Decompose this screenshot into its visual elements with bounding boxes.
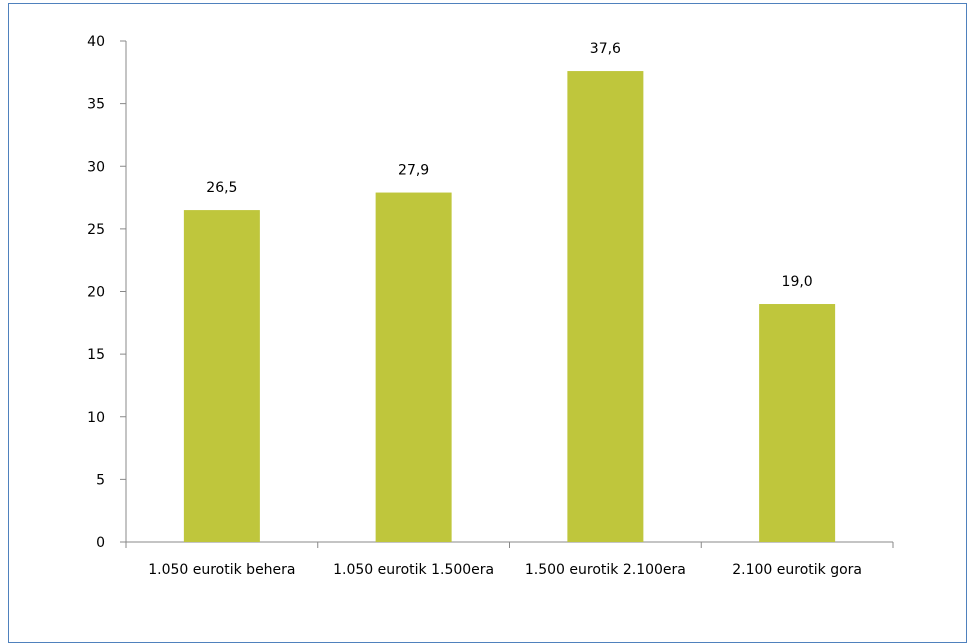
y-tick-label: 25 bbox=[87, 222, 105, 238]
x-tick-label: 1.500 eurotik 2.100era bbox=[525, 562, 686, 578]
y-tick-label: 15 bbox=[87, 347, 105, 363]
y-tick-label: 5 bbox=[96, 472, 105, 488]
y-tick-label: 10 bbox=[87, 410, 105, 426]
bar-chart: 0 5 10 15 20 25 30 35 40 26,5 1.050 eurotik behera… bbox=[87, 34, 894, 578]
y-tick-label: 0 bbox=[96, 535, 105, 551]
x-tick-label: 2.100 eurotik gora bbox=[732, 562, 862, 578]
y-tick-label: 30 bbox=[87, 159, 105, 175]
bar bbox=[183, 210, 260, 542]
x-tick-label: 1.050 eurotik behera bbox=[148, 562, 295, 578]
bar bbox=[759, 304, 836, 542]
data-label: 26,5 bbox=[206, 180, 237, 196]
y-tick-label: 20 bbox=[87, 285, 105, 301]
data-label: 37,6 bbox=[590, 41, 621, 57]
x-tick-label: 1.050 eurotik 1.500era bbox=[333, 562, 494, 578]
data-label: 19,0 bbox=[782, 274, 813, 290]
bar bbox=[567, 71, 644, 542]
bar bbox=[375, 192, 452, 543]
y-tick-label: 35 bbox=[87, 97, 105, 113]
data-label: 27,9 bbox=[398, 163, 429, 179]
y-tick-label: 40 bbox=[87, 34, 105, 50]
